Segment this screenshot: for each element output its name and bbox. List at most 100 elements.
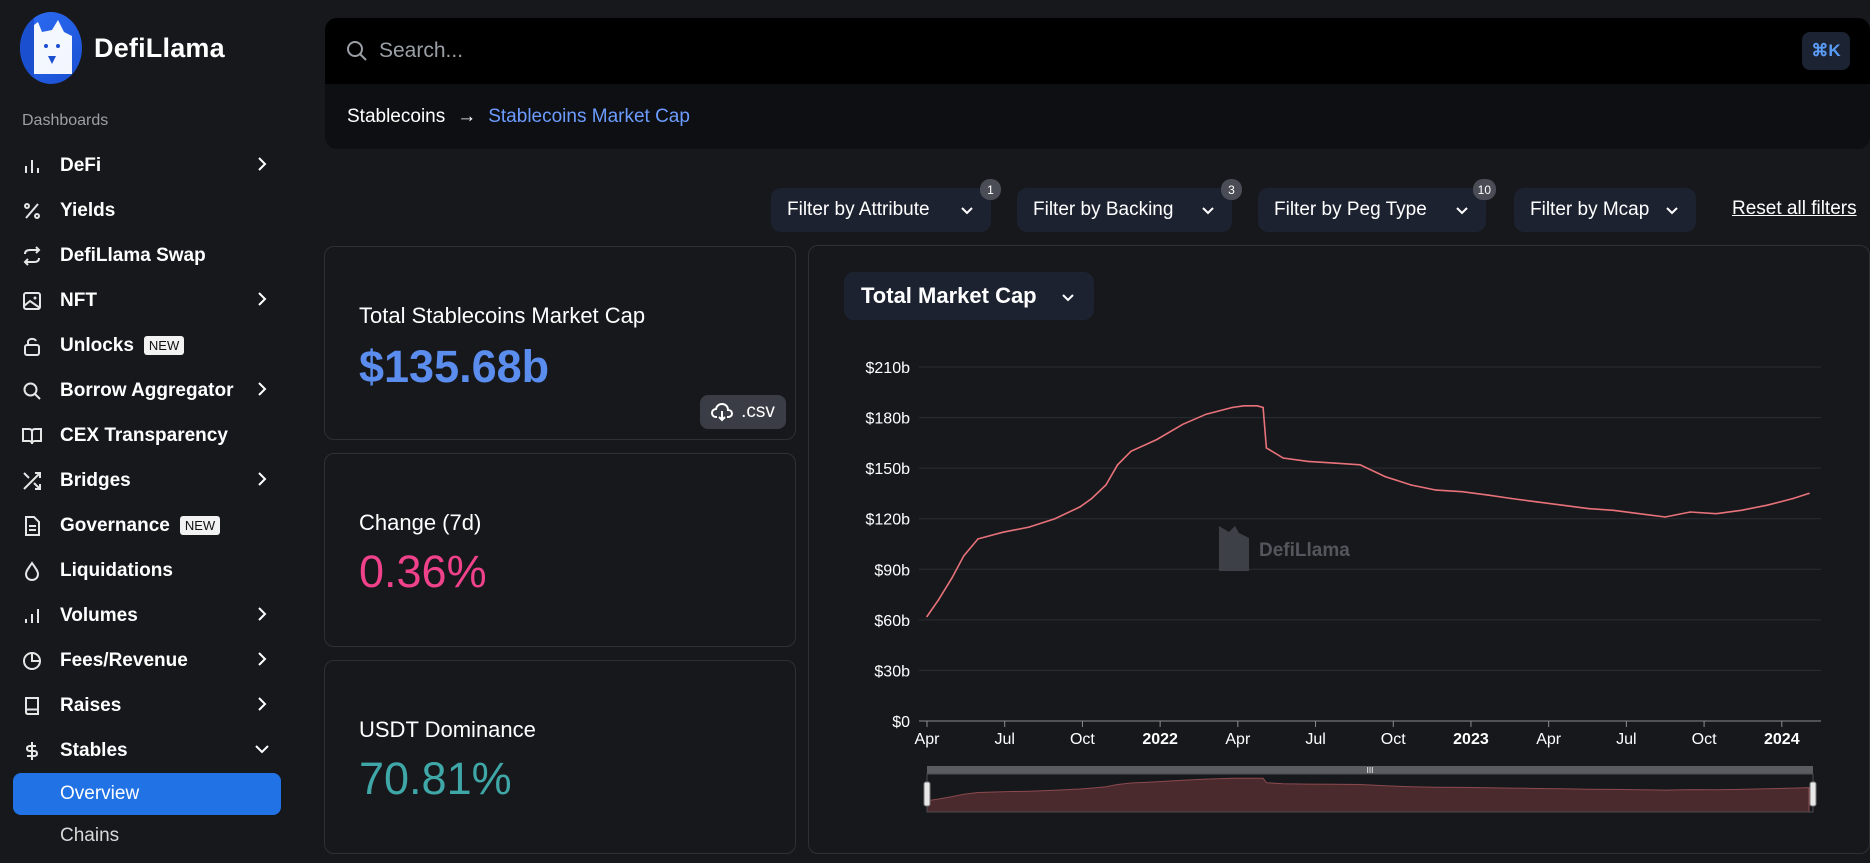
data-point bbox=[1243, 405, 1245, 407]
sidebar-item-cex-transparency[interactable]: CEX Transparency bbox=[0, 413, 300, 458]
search-bar: ⌘K bbox=[325, 18, 1870, 84]
sidebar-item-label: Liquidations bbox=[60, 559, 173, 581]
y-tick-label: $30b bbox=[874, 663, 910, 680]
sidebar-item-raises[interactable]: Raises bbox=[0, 683, 300, 728]
chart-metric-dropdown[interactable]: Total Market Cap bbox=[844, 272, 1094, 320]
reset-filters-link[interactable]: Reset all filters bbox=[1732, 198, 1857, 219]
x-tick-label: Apr bbox=[915, 731, 941, 748]
unlock-icon bbox=[22, 336, 42, 356]
data-point bbox=[1156, 438, 1158, 441]
chevron-right-icon bbox=[258, 157, 267, 171]
data-point bbox=[1715, 512, 1717, 515]
y-tick-label: $60b bbox=[874, 613, 910, 630]
data-point bbox=[1510, 497, 1513, 500]
sidebar-item-yields[interactable]: Yields bbox=[0, 188, 300, 233]
stat-value: 70.81% bbox=[359, 753, 512, 804]
chevron-down-icon bbox=[1062, 294, 1074, 302]
total-mcap-card: Total Stablecoins Market Cap $135.68b .c… bbox=[324, 246, 796, 440]
data-point bbox=[1792, 497, 1794, 500]
y-tick-label: $120b bbox=[866, 512, 911, 529]
sidebar-item-nft[interactable]: NFT bbox=[0, 278, 300, 323]
data-point bbox=[1205, 413, 1207, 415]
bar-chart-icon bbox=[22, 606, 42, 626]
csv-label: .csv bbox=[741, 401, 775, 422]
y-tick-label: $180b bbox=[866, 411, 911, 428]
sidebar-item-label: Stables bbox=[60, 739, 128, 761]
stat-value: $135.68b bbox=[359, 341, 550, 392]
sidebar-item-label: CEX Transparency bbox=[60, 424, 228, 446]
stat-label: USDT Dominance bbox=[359, 717, 536, 742]
filter-mcap-dropdown[interactable]: Filter by Mcap bbox=[1514, 188, 1696, 232]
y-tick-label: $0 bbox=[892, 714, 910, 731]
chevron-down-icon bbox=[255, 745, 269, 754]
bar-chart-icon bbox=[22, 156, 42, 176]
chevron-right-icon bbox=[258, 652, 267, 666]
sidebar-item-defillama-swap[interactable]: DefiLlama Swap bbox=[0, 233, 300, 278]
sidebar-item-stables[interactable]: Stables bbox=[0, 728, 300, 773]
breadcrumb-current: Stablecoins Market Cap bbox=[488, 105, 690, 127]
image-icon bbox=[22, 291, 42, 311]
market-cap-chart[interactable]: $0 $30b $60b $90b $120b $150b $180b $210b Apr Jul… bbox=[809, 246, 1870, 855]
search-icon bbox=[347, 41, 367, 61]
chevron-right-icon bbox=[258, 697, 267, 711]
watermark-llama-icon bbox=[1219, 526, 1249, 571]
sidebar-item-defi[interactable]: DeFi bbox=[0, 143, 300, 188]
data-point bbox=[1689, 511, 1692, 513]
filter-attribute-dropdown[interactable]: Filter by Attribute 1 bbox=[771, 179, 1001, 232]
data-point bbox=[1766, 504, 1768, 507]
data-point bbox=[1079, 506, 1081, 508]
llama-logo-icon bbox=[20, 12, 82, 84]
sidebar-item-label: Governance bbox=[60, 514, 170, 536]
chevron-down-icon bbox=[1456, 207, 1468, 215]
sidebar-item-label: Borrow Aggregator bbox=[60, 379, 234, 401]
filter-backing-dropdown[interactable]: Filter by Backing 3 bbox=[1017, 179, 1242, 232]
x-tick-label: Oct bbox=[1692, 731, 1717, 748]
sidebar-subitem-chains[interactable]: Chains bbox=[60, 825, 120, 846]
data-point bbox=[1664, 516, 1666, 518]
data-point bbox=[1105, 484, 1107, 486]
sidebar-item-borrow-aggregator[interactable]: Borrow Aggregator bbox=[0, 368, 300, 413]
search-input[interactable] bbox=[379, 35, 1579, 67]
data-point bbox=[1333, 462, 1335, 464]
sidebar-item-fees-revenue[interactable]: Fees/Revenue bbox=[0, 638, 300, 683]
data-point bbox=[1116, 464, 1119, 466]
data-point bbox=[1282, 457, 1284, 459]
chevron-down-icon bbox=[961, 207, 973, 215]
cloud-download-icon bbox=[711, 402, 734, 422]
y-tick-label: $210b bbox=[866, 360, 911, 377]
chevron-down-icon bbox=[1666, 207, 1678, 215]
chevron-right-icon bbox=[258, 382, 267, 396]
book-icon bbox=[22, 696, 42, 716]
zoom-slider-handle[interactable] bbox=[923, 781, 931, 807]
sidebar-subitem-overview[interactable]: Overview bbox=[13, 773, 281, 815]
keyboard-shortcut-badge[interactable]: ⌘K bbox=[1802, 32, 1850, 70]
chevron-right-icon bbox=[258, 292, 267, 306]
sidebar-item-bridges[interactable]: Bridges bbox=[0, 458, 300, 503]
sidebar-item-governance[interactable]: Governance NEW bbox=[0, 503, 300, 548]
breadcrumb-stablecoins-link[interactable]: Stablecoins bbox=[347, 105, 446, 127]
x-tick-label: Jul bbox=[1305, 731, 1325, 748]
filter-count-badge: 3 bbox=[1221, 179, 1242, 200]
sidebar-item-label: Raises bbox=[60, 694, 122, 716]
breadcrumb: Stablecoins → Stablecoins Market Cap bbox=[325, 84, 1870, 149]
chart-panel: Total Market Cap $0 $30b $60b $90b $120b $150… bbox=[808, 245, 1870, 854]
data-point bbox=[1130, 450, 1132, 453]
filter-peg-type-dropdown[interactable]: Filter by Peg Type 10 bbox=[1258, 179, 1496, 232]
x-tick-label: Jul bbox=[994, 731, 1014, 748]
sidebar-item-unlocks[interactable]: Unlocks NEW bbox=[0, 323, 300, 368]
filter-label: Filter by Backing bbox=[1033, 199, 1174, 220]
sidebar-item-liquidations[interactable]: Liquidations bbox=[0, 548, 300, 593]
brand-logo[interactable]: DefiLlama bbox=[20, 12, 225, 84]
filter-count-badge: 1 bbox=[980, 179, 1001, 200]
zoom-slider-bar bbox=[927, 766, 1813, 774]
data-point bbox=[1435, 489, 1437, 491]
download-csv-button[interactable]: .csv bbox=[700, 395, 786, 429]
data-point bbox=[1487, 494, 1489, 496]
x-tick-label: 2022 bbox=[1142, 731, 1178, 748]
data-point bbox=[1587, 507, 1590, 510]
sidebar-item-volumes[interactable]: Volumes bbox=[0, 593, 300, 638]
shuffle-icon bbox=[22, 471, 42, 491]
dashboards-section-label: Dashboards bbox=[22, 112, 109, 129]
x-tick-label: Oct bbox=[1381, 731, 1406, 748]
zoom-slider-handle[interactable] bbox=[1809, 781, 1817, 807]
